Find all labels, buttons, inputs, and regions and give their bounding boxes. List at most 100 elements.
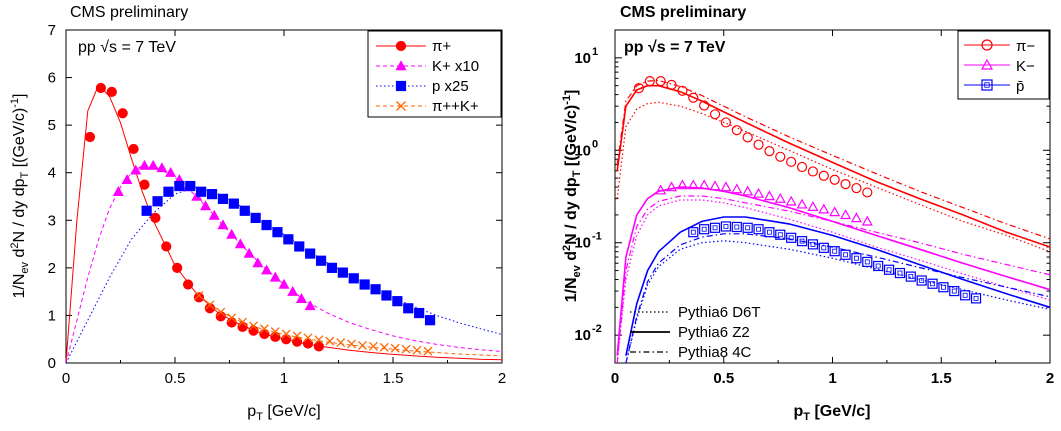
left-point: [370, 284, 381, 295]
left-point: [281, 334, 292, 345]
left-y-tick-label: 5: [48, 117, 56, 134]
left-point: [358, 340, 367, 350]
right-point-inner: [843, 252, 848, 258]
right-point: [796, 161, 808, 173]
left-point: [295, 293, 307, 303]
right-legend-label: K−: [1016, 58, 1035, 75]
right-point: [775, 229, 786, 240]
right-point: [753, 224, 764, 235]
right-legend-label: p̄: [1016, 78, 1024, 95]
right-point: [709, 109, 721, 120]
right-point-inner: [788, 235, 794, 241]
right-point: [774, 192, 786, 203]
left-point: [390, 343, 400, 353]
left-point: [315, 255, 327, 266]
right-point-inner: [919, 278, 925, 283]
left-point: [379, 342, 389, 352]
right-point: [764, 227, 775, 238]
right-point: [699, 100, 710, 111]
left-point: [205, 300, 215, 310]
left-point: [174, 180, 185, 192]
left-point: [165, 166, 177, 177]
left-point: [414, 307, 425, 319]
right-point: [850, 212, 862, 223]
right-point: [655, 184, 667, 195]
right-x-tick-label: 2: [1046, 370, 1054, 387]
left-point: [226, 317, 237, 328]
left-point: [272, 227, 283, 238]
right-point: [753, 187, 765, 198]
right-point-inner: [886, 267, 892, 273]
left-point: [204, 303, 215, 314]
right-point: [894, 267, 906, 279]
left-point: [227, 313, 237, 323]
right-point: [840, 179, 851, 190]
left-point: [347, 339, 357, 349]
right-header-text: CMS preliminary: [620, 4, 746, 21]
left-point: [392, 296, 403, 307]
right-point: [862, 187, 873, 198]
right-point: [960, 290, 971, 301]
left-legend-box: [367, 30, 502, 118]
right-point: [786, 156, 797, 167]
left-x-axis-label: pT [GeV/c]: [247, 403, 320, 423]
right-point: [753, 139, 764, 150]
right-point: [720, 221, 732, 232]
right-point: [829, 246, 840, 257]
left-legend-marker: [395, 80, 407, 92]
right-x-axis-label: pT [GeV/c]: [794, 403, 871, 423]
right-x-tick-label: 0: [611, 370, 619, 387]
left-point: [234, 238, 246, 249]
left-point: [238, 317, 248, 327]
left-point: [359, 279, 370, 290]
right-point: [829, 206, 841, 217]
right-y-tick-exponent: -1: [592, 231, 602, 243]
left-point: [401, 344, 411, 354]
right-point: [949, 285, 960, 297]
right-point: [818, 170, 829, 181]
left-point: [248, 325, 259, 336]
right-curve: [616, 195, 1051, 364]
right-y-tick-label: 10: [574, 142, 591, 159]
right-energy-label: pp √s = 7 TeV: [624, 39, 726, 56]
left-legend-label: p x25: [432, 78, 469, 95]
left-point: [185, 180, 196, 192]
right-point: [731, 221, 742, 233]
left-legend: π+ K+ x10 p x25 π++K+: [367, 30, 502, 118]
left-point: [287, 285, 299, 296]
left-header-text: CMS preliminary: [70, 4, 188, 21]
right-point: [861, 215, 873, 226]
left-point: [215, 311, 226, 322]
right-x-tick-label: 1.5: [931, 370, 952, 387]
left-point: [217, 193, 229, 204]
left-point: [326, 262, 338, 273]
right-point: [851, 182, 862, 194]
left-point: [250, 212, 261, 224]
left-point: [196, 186, 207, 197]
right-point: [970, 293, 982, 304]
right-y-axis-label: 1/Nev d2N / dy dpT [(GeV/c)-1]: [561, 90, 583, 303]
left-point: [138, 159, 150, 170]
right-point-inner: [832, 248, 838, 254]
right-legend-marker: [981, 39, 993, 51]
left-x-tick-label: 1.5: [383, 370, 404, 387]
right-point: [883, 264, 895, 275]
right-legend-marker: [981, 79, 993, 91]
right-point: [764, 145, 775, 157]
right-point: [688, 92, 699, 103]
right-curve: [616, 101, 1051, 253]
left-point: [303, 333, 313, 343]
right-point: [829, 174, 840, 185]
right-point: [796, 236, 808, 247]
left-point: [314, 335, 324, 345]
left-point: [193, 292, 205, 303]
left-x-tick-label: 0: [62, 370, 70, 387]
left-y-tick-label: 0: [48, 355, 56, 372]
right-y-tick-exponent: -2: [592, 323, 602, 335]
left-curve: [196, 293, 503, 357]
left-legend-marker: [395, 60, 407, 71]
left-x-tick-label: 1: [280, 370, 288, 387]
right-point-inner: [723, 224, 729, 229]
left-point: [270, 327, 280, 337]
left-point: [84, 131, 96, 143]
